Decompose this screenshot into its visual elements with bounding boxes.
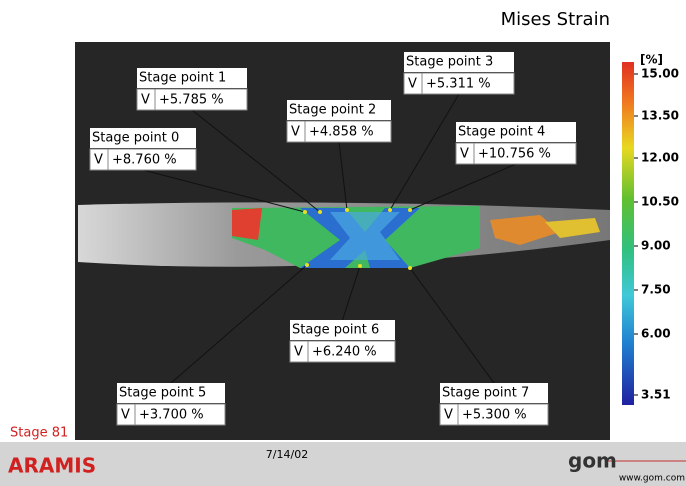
value-box <box>89 148 197 171</box>
logo: gom <box>568 449 617 473</box>
stage-point-value: +5.785 % <box>159 93 224 108</box>
value-box <box>289 340 396 363</box>
strain-hot <box>490 215 560 245</box>
stage-point-marker <box>388 208 392 212</box>
colorbar-label: 6.00 <box>641 327 671 341</box>
label-box <box>137 68 247 88</box>
stage-point-value: +6.240 % <box>312 345 377 360</box>
stage-point-value: +5.311 % <box>426 77 491 92</box>
strain-band-inner <box>330 212 400 260</box>
url: www.gom.com <box>619 474 685 484</box>
value-box <box>455 142 577 165</box>
colorbar-label: 13.50 <box>641 109 679 123</box>
label-box <box>440 383 548 403</box>
strain-hot <box>545 218 600 238</box>
stage-point-marker <box>345 208 349 212</box>
stage-point-value: +5.300 % <box>462 408 527 423</box>
stage-point-label: Stage point 1 <box>139 71 226 86</box>
stage-point-marker <box>358 264 362 268</box>
value-prefix: V <box>291 125 300 140</box>
leader-line <box>338 141 348 211</box>
label-box <box>90 128 196 148</box>
colorbar-label: 3.51 <box>641 388 671 402</box>
stage-point-label: Stage point 3 <box>406 55 493 70</box>
stage-point-marker <box>408 266 412 270</box>
footer-bar <box>0 442 686 486</box>
value-prefix: V <box>121 408 130 423</box>
stage-point-value: +8.760 % <box>112 153 177 168</box>
stage-point-label: Stage point 0 <box>92 131 179 146</box>
value-box <box>116 403 226 426</box>
stage-point-label: Stage point 7 <box>442 386 529 401</box>
leader-line <box>409 267 495 384</box>
leader-line <box>191 109 321 213</box>
stage-point-marker <box>305 263 309 267</box>
leader-line <box>142 169 306 213</box>
stage-point-value: +10.756 % <box>478 147 551 162</box>
colorbar-label: 15.00 <box>641 67 679 81</box>
value-prefix: V <box>141 93 150 108</box>
leader-line <box>170 264 308 384</box>
value-prefix: V <box>294 345 303 360</box>
leader-line <box>342 265 361 321</box>
stage-point-label: Stage point 5 <box>119 386 206 401</box>
colorbar-label: 9.00 <box>641 239 671 253</box>
value-box <box>286 120 392 143</box>
colorbar-label: 10.50 <box>641 195 679 209</box>
colorbar <box>622 62 634 405</box>
colorbar-label: 7.50 <box>641 283 671 297</box>
stage-point-label: Stage point 6 <box>292 323 379 338</box>
label-box <box>404 52 514 72</box>
stage-point-value: +3.700 % <box>139 408 204 423</box>
value-box <box>136 88 248 111</box>
stage-label: Stage 81 <box>10 426 68 441</box>
stage-point-marker <box>318 210 322 214</box>
stage-point-value: +4.858 % <box>309 125 374 140</box>
date: 7/14/02 <box>266 448 308 461</box>
stage-point-marker <box>408 208 412 212</box>
label-box <box>287 100 391 120</box>
value-prefix: V <box>444 408 453 423</box>
leader-line <box>389 93 460 211</box>
label-box <box>456 122 576 142</box>
stage-point-label: Stage point 4 <box>458 125 545 140</box>
value-prefix: V <box>460 147 469 162</box>
product-name: ARAMIS <box>8 454 96 478</box>
strain-hot <box>232 208 262 240</box>
value-box <box>403 72 515 95</box>
colorbar-label: 12.00 <box>641 151 679 165</box>
stage-point-label: Stage point 2 <box>289 103 376 118</box>
label-box <box>117 383 225 403</box>
value-box <box>439 403 549 426</box>
label-box <box>290 320 395 340</box>
value-prefix: V <box>94 153 103 168</box>
value-prefix: V <box>408 77 417 92</box>
stage-point-marker <box>303 210 307 214</box>
title: Mises Strain <box>501 9 610 30</box>
colorbar-unit: [%] <box>640 53 663 67</box>
leader-line <box>409 163 517 211</box>
